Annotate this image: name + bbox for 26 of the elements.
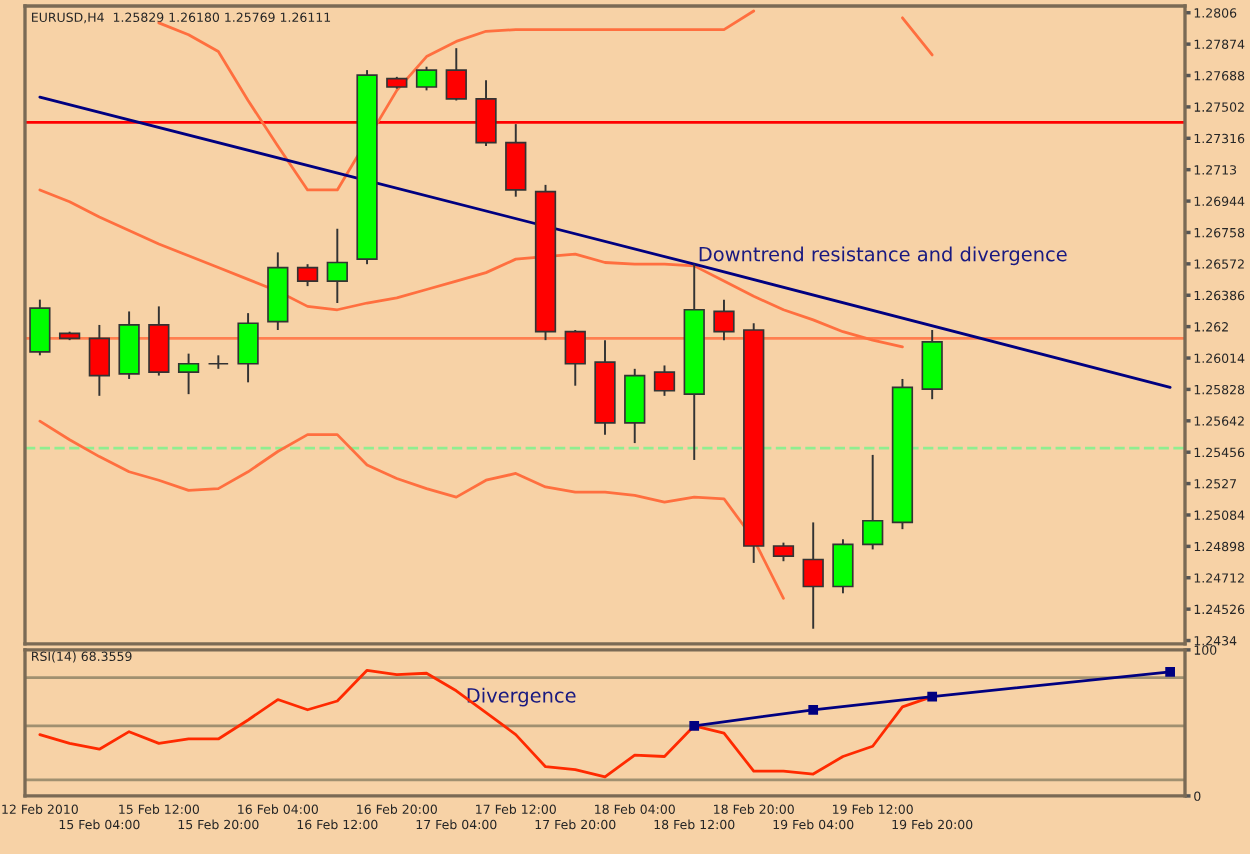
- candlestick: [653, 364, 676, 397]
- candlestick: [237, 312, 259, 384]
- annotation: Divergence: [467, 687, 576, 707]
- candlestick: [296, 263, 319, 288]
- point: [808, 704, 819, 715]
- annotation: Downtrend resistance and divergence: [699, 246, 1067, 266]
- line-series: [38, 419, 785, 600]
- candlestick: [445, 47, 467, 102]
- candlestick: [148, 305, 170, 377]
- candlestick: [624, 367, 646, 445]
- candlestick: [921, 329, 943, 401]
- candlestick: [862, 453, 884, 551]
- candlestick: [88, 323, 111, 397]
- candlestick: [802, 521, 824, 630]
- candlestick: [564, 329, 586, 387]
- candlestick: [772, 541, 795, 563]
- point: [927, 691, 938, 702]
- point: [689, 720, 700, 731]
- candlestick: [832, 538, 854, 595]
- candlestick: [415, 65, 438, 92]
- candlestick: [207, 354, 229, 370]
- candlestick: [713, 298, 735, 342]
- point: [1165, 666, 1175, 677]
- candlestick: [177, 352, 200, 396]
- candlestick: [326, 227, 348, 304]
- candlestick: [29, 298, 51, 357]
